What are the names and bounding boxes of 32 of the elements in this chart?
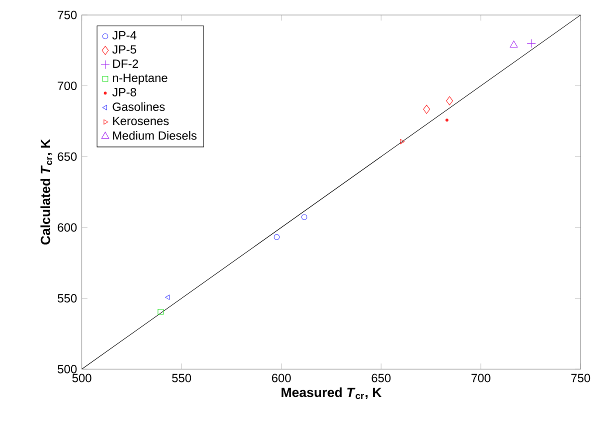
x-tick-label: 750 <box>571 374 590 382</box>
x-tick-label: 500 <box>72 374 92 382</box>
legend-label: Gasolines <box>112 102 165 112</box>
y-tick-label: 550 <box>58 294 77 303</box>
legend-label: JP-8 <box>112 88 136 96</box>
legend-label: n-Heptane <box>112 74 168 84</box>
y-tick-label: 500 <box>58 364 77 374</box>
x-tick-label: 550 <box>172 374 192 382</box>
x-tick-label: 600 <box>272 374 291 382</box>
x-axis-title: Measured T$_{cr}$, K <box>282 387 382 400</box>
legend-label: Medium Diesels <box>113 131 197 140</box>
point <box>423 104 430 114</box>
x-tick-label: 700 <box>472 374 490 382</box>
point <box>274 234 280 240</box>
point <box>446 96 453 106</box>
y-tick-label: 750 <box>58 10 77 20</box>
y-tick-label: 600 <box>58 223 77 232</box>
point <box>301 214 308 220</box>
y-tick-label: 700 <box>58 82 77 90</box>
legend-label: JP-5 <box>112 45 136 54</box>
point <box>400 139 405 144</box>
x-tick-label: 650 <box>372 374 391 382</box>
legend-label: JP-4 <box>112 31 136 40</box>
point <box>526 38 536 48</box>
y-axis-title: Calculated T$_{cr}$, K <box>40 139 52 245</box>
legend-label: DF-2 <box>113 60 138 68</box>
point <box>510 40 518 48</box>
point <box>445 118 448 122</box>
y-tick-label: 650 <box>58 152 77 161</box>
point <box>165 294 170 300</box>
legend-label: Kerosenes <box>113 116 169 126</box>
point <box>158 308 164 315</box>
